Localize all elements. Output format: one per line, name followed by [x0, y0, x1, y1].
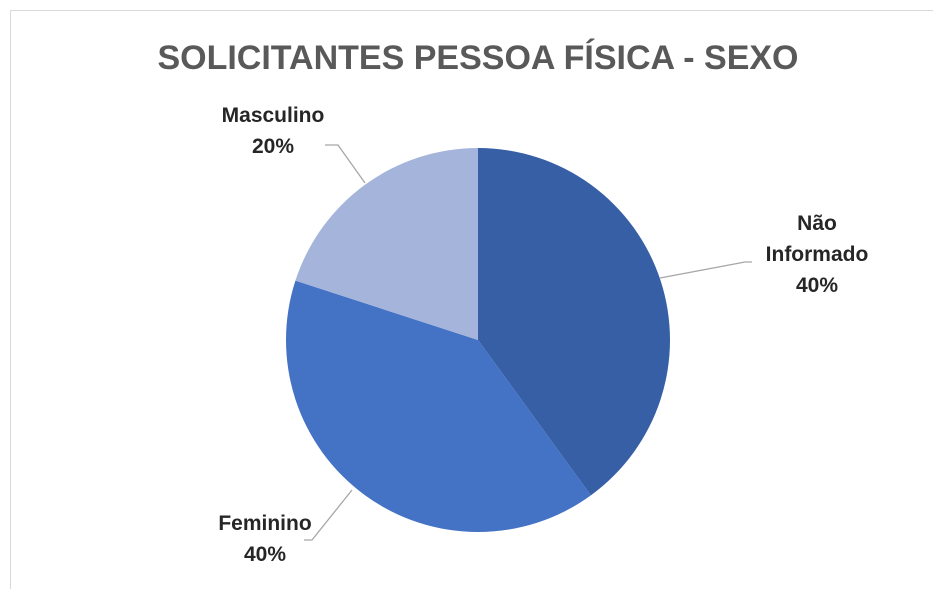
pie-slice: [478, 148, 671, 496]
category-label: Masculino: [221, 104, 325, 127]
pie-slice: [286, 280, 591, 533]
value-label: 40%: [795, 274, 839, 297]
chart-title: SOLICITANTES PESSOA FÍSICA - SEXO: [157, 39, 798, 77]
category-label: Feminino: [218, 512, 312, 535]
leader-line: [325, 144, 366, 184]
chart-border: [10, 10, 933, 589]
leader-line: [304, 489, 353, 541]
leader-line: [659, 261, 752, 279]
data-label: Não Informado 40%: [747, 208, 887, 301]
value-label: 40%: [243, 543, 287, 566]
data-label: Feminino 40%: [195, 508, 335, 570]
value-label: 20%: [251, 135, 295, 158]
data-label: Masculino 20%: [203, 100, 343, 162]
category-label: Não Informado: [765, 212, 869, 266]
pie-slice: [295, 148, 478, 340]
